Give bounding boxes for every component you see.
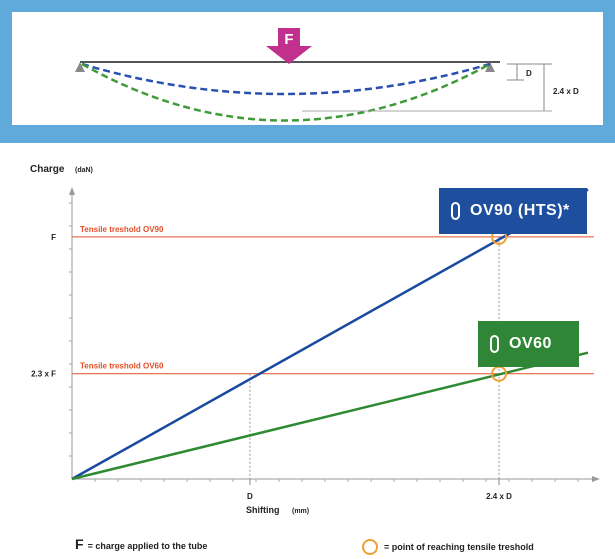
x-tick-label: D (247, 492, 253, 501)
beam-diagram: F D 2.4 x D (75, 28, 579, 122)
force-label: F (284, 31, 293, 48)
force-arrow-icon (266, 28, 312, 64)
minor-ticks (69, 202, 579, 482)
legend-badge-ov60-label: OV60 (509, 335, 552, 352)
y-tick-label: 2.3 x F (31, 370, 56, 379)
y-tick-label: F (51, 233, 56, 242)
marker-circle-icon (362, 539, 378, 555)
y-axis-unit: (daN) (75, 167, 93, 174)
x-axis-unit: (mm) (292, 508, 309, 515)
legend-badge-ov90: OV90 (HTS)* (439, 188, 587, 234)
y-axis-label: Charge (30, 164, 65, 175)
x-axis-arrow-icon (592, 476, 600, 482)
y-axis-arrow-icon (69, 187, 75, 195)
legend-f-text: = charge applied to the tube (87, 541, 208, 551)
x-axis-label: Shifting (246, 505, 280, 515)
threshold-label-1: Tensile treshold OV60 (80, 362, 164, 371)
chart-panel: Charge (daN) Shifting (mm) Tensile tresh… (0, 143, 615, 559)
series-line-0 (71, 188, 589, 481)
tube-ring-icon (451, 202, 460, 220)
plot-layer: Tensile treshold OV90 Tensile treshold OV… (31, 188, 594, 501)
threshold-label-0: Tensile treshold OV90 (80, 225, 164, 234)
beam-diagram-panel: F D 2.4 x D (12, 12, 603, 125)
legend-f: F = charge applied to the tube (75, 536, 207, 552)
deflection-curve-ov90 (81, 62, 491, 96)
d-label: D (526, 69, 532, 78)
tube-ring-icon (490, 335, 499, 353)
legend-marker-text: = point of reaching tensile treshold (384, 542, 534, 552)
load-displacement-chart: Charge (daN) Shifting (mm) Tensile tresh… (30, 164, 600, 515)
deflection-curve-ov60 (81, 62, 491, 122)
legend-badge-ov60: OV60 (478, 321, 579, 367)
deflection-label: 2.4 x D (553, 87, 579, 96)
series-line-1 (71, 351, 589, 481)
x-tick-label: 2.4 x D (486, 492, 512, 501)
legend-badge-ov90-label: OV90 (HTS)* (470, 202, 570, 219)
left-support-icon (75, 62, 85, 72)
legend-marker: = point of reaching tensile treshold (362, 539, 534, 555)
right-support-icon (485, 62, 495, 72)
legend-f-symbol: F (75, 536, 84, 552)
